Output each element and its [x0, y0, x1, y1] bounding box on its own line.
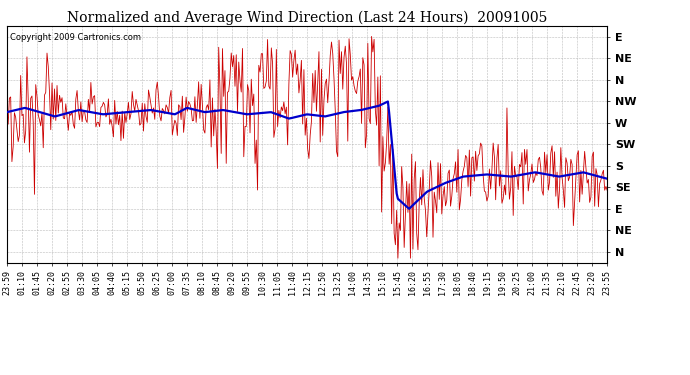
Text: Copyright 2009 Cartronics.com: Copyright 2009 Cartronics.com [10, 33, 141, 42]
Title: Normalized and Average Wind Direction (Last 24 Hours)  20091005: Normalized and Average Wind Direction (L… [67, 11, 547, 25]
